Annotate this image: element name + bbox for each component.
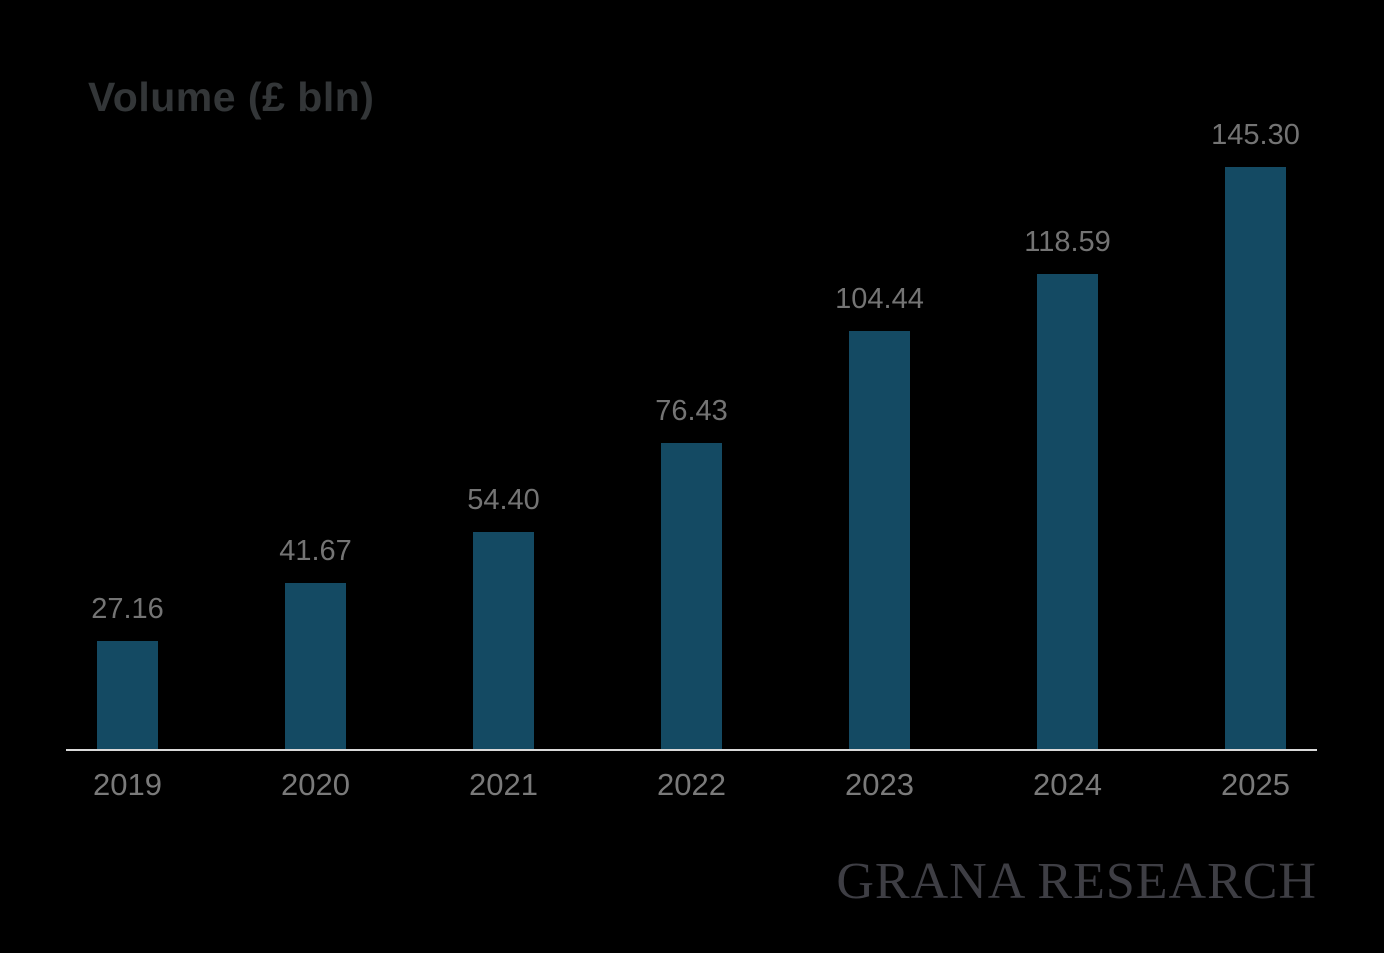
x-tick-label: 2022 xyxy=(657,767,726,802)
bar-value-label: 104.44 xyxy=(835,283,924,315)
x-axis-line xyxy=(66,749,1317,751)
x-tick-label: 2024 xyxy=(1033,767,1102,802)
bar-2021 xyxy=(473,532,534,750)
x-tick-label: 2023 xyxy=(845,767,914,802)
bar-value-label: 41.67 xyxy=(279,535,352,567)
bar-value-label: 118.59 xyxy=(1024,226,1111,258)
chart-title: Volume (£ bln) xyxy=(88,74,375,120)
bar-2024 xyxy=(1037,274,1098,750)
bar-value-label: 27.16 xyxy=(91,593,164,625)
bar-value-label: 76.43 xyxy=(655,395,728,427)
bar-value-label: 54.40 xyxy=(467,484,540,516)
bar-2019 xyxy=(97,641,158,750)
x-tick-label: 2019 xyxy=(93,767,162,802)
x-tick-label: 2021 xyxy=(469,767,538,802)
bar-2025 xyxy=(1225,167,1286,750)
bar-value-label: 145.30 xyxy=(1211,119,1300,151)
bar-2023 xyxy=(849,331,910,750)
x-tick-label: 2020 xyxy=(281,767,350,802)
bar-2020 xyxy=(285,583,346,750)
x-tick-label: 2025 xyxy=(1221,767,1290,802)
watermark: GRANA RESEARCH xyxy=(836,853,1317,910)
bar-2022 xyxy=(661,443,722,750)
